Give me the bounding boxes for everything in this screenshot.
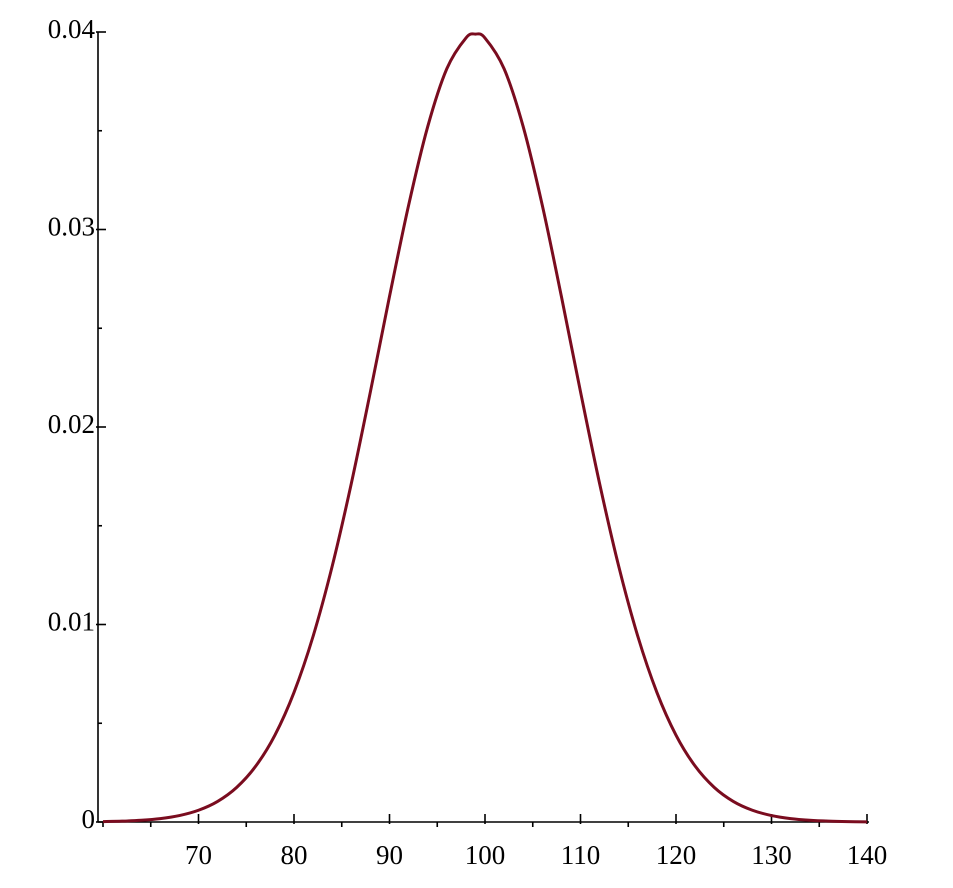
curve [102,32,868,824]
x-tick-label: 140 [847,840,888,870]
x-tick-label: 90 [376,840,403,870]
x-tick-label: 120 [656,840,697,870]
y-tick-label: 0.03 [48,212,95,242]
x-tick-label: 130 [751,840,792,870]
x-tick-label: 100 [465,840,506,870]
y-tick-label: 0.01 [48,607,95,637]
x-tick-label: 110 [561,840,601,870]
x-tick-label: 80 [281,840,308,870]
y-tick-label: 0 [82,804,96,834]
y-tick-label: 0.02 [48,409,95,439]
x-tick-label: 70 [185,840,212,870]
y-tick-label: 0.04 [48,14,96,44]
